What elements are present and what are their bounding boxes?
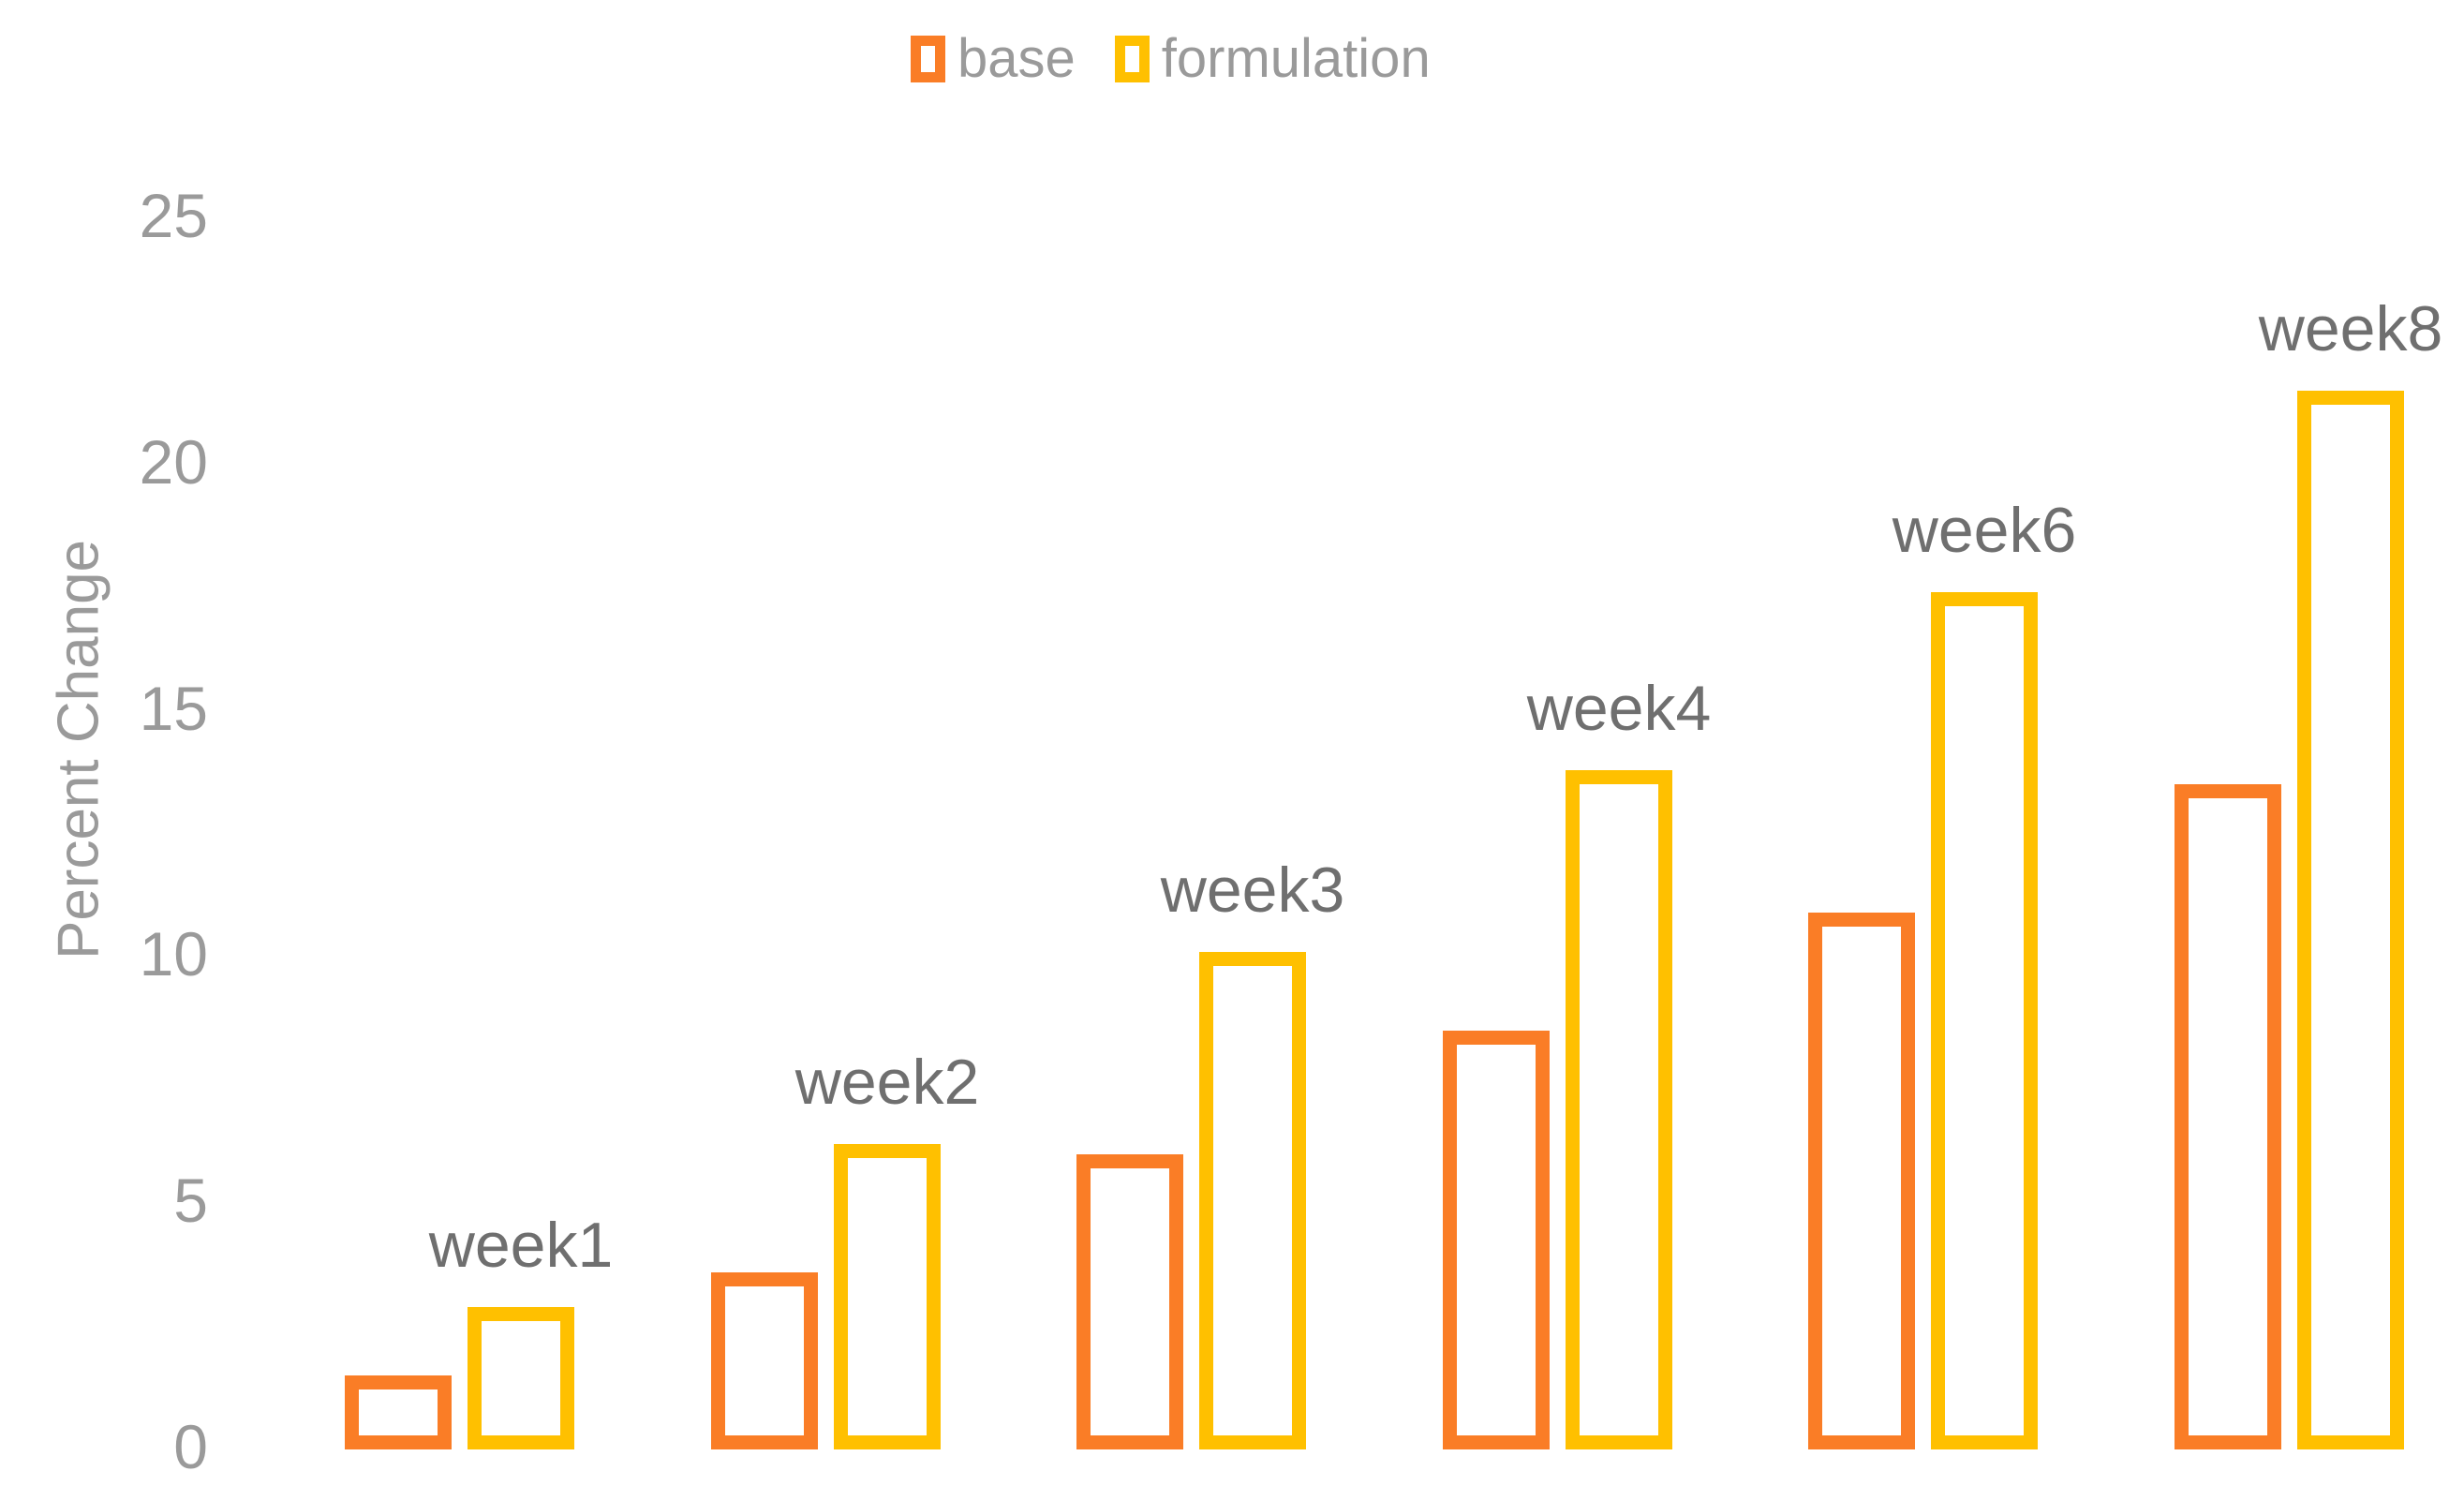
y-tick-20: 20	[139, 427, 208, 497]
category-label-week8: week8	[2258, 293, 2443, 364]
legend-item-formulation[interactable]: formulation	[1114, 28, 1431, 89]
y-tick-15: 15	[139, 674, 208, 743]
y-tick-0: 0	[173, 1412, 208, 1481]
y-tick-10: 10	[139, 919, 208, 988]
legend-label-formulation: formulation	[1161, 28, 1431, 89]
bar-week4-base[interactable]	[1443, 1031, 1550, 1449]
category-label-week1: week1	[428, 1210, 614, 1281]
bar-week8-formulation[interactable]	[2297, 391, 2404, 1449]
category-label-week6: week6	[1892, 495, 2077, 566]
bar-week4-formulation[interactable]	[1566, 770, 1672, 1449]
legend: base formulation	[911, 32, 1431, 86]
y-tick-25: 25	[139, 181, 208, 250]
bar-week8-base[interactable]	[2175, 784, 2281, 1449]
y-tick-5: 5	[173, 1166, 208, 1235]
category-label-week4: week4	[1526, 673, 1712, 744]
bar-week3-base[interactable]	[1076, 1154, 1183, 1449]
legend-label-base: base	[957, 28, 1076, 89]
bar-week1-formulation[interactable]	[468, 1307, 574, 1449]
legend-swatch-formulation-icon	[1114, 36, 1150, 82]
category-label-week2: week2	[794, 1047, 980, 1118]
legend-item-base[interactable]: base	[911, 32, 1076, 86]
bar-week2-formulation[interactable]	[834, 1144, 941, 1449]
category-label-week3: week3	[1160, 854, 1345, 926]
bar-week3-formulation[interactable]	[1199, 952, 1306, 1449]
bar-week2-base[interactable]	[711, 1272, 818, 1449]
legend-swatch-base-icon	[911, 36, 945, 82]
bar-week1-base[interactable]	[345, 1375, 452, 1449]
bar-week6-base[interactable]	[1808, 913, 1915, 1449]
y-axis-title: Percent Change	[46, 539, 111, 960]
bar-week6-formulation[interactable]	[1931, 592, 2038, 1449]
